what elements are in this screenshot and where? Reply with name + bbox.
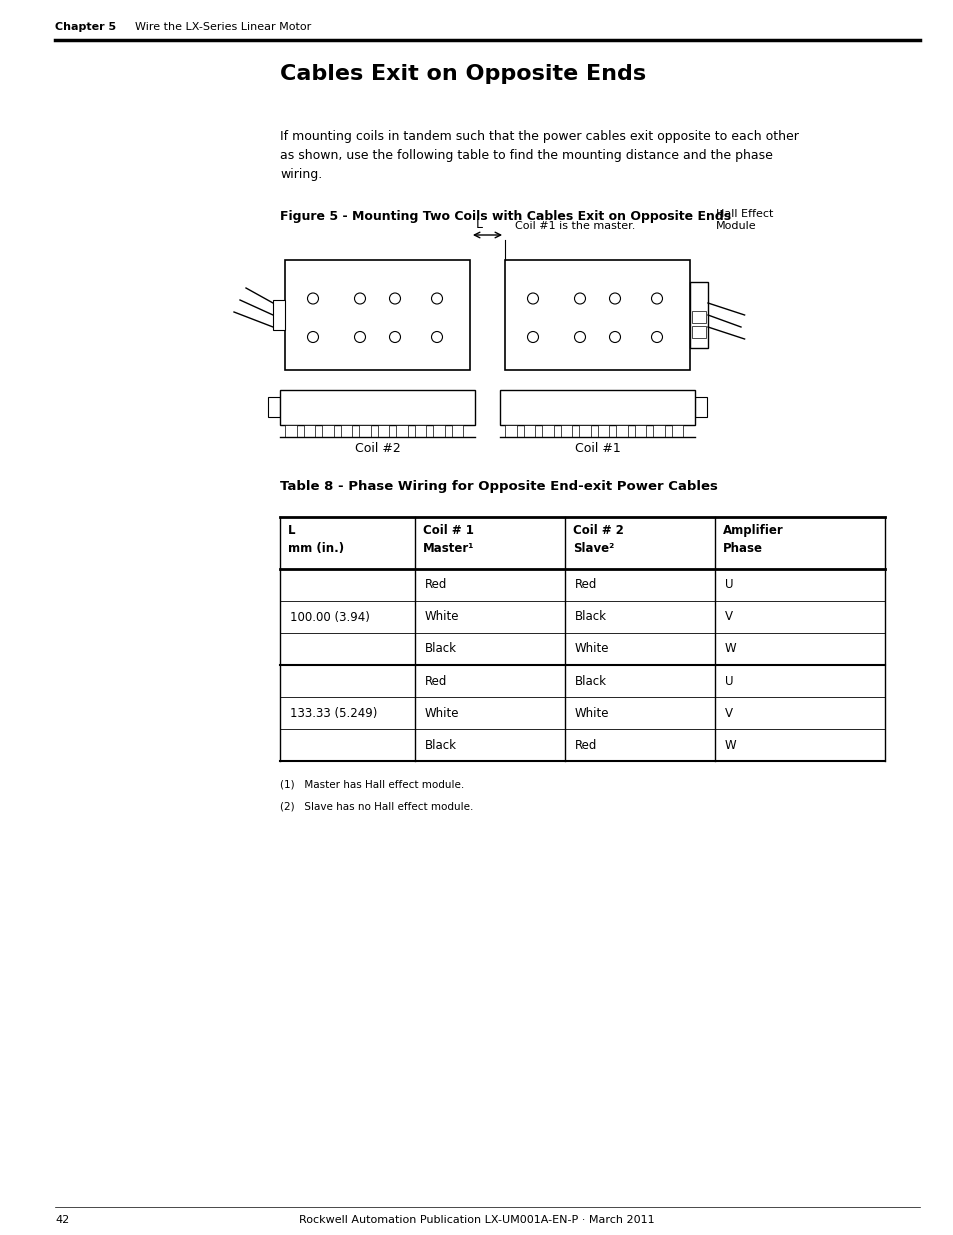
Bar xyxy=(560,425,572,437)
Bar xyxy=(285,261,470,370)
Text: Red: Red xyxy=(575,739,597,752)
Text: Amplifier
Phase: Amplifier Phase xyxy=(722,524,783,555)
Bar xyxy=(616,425,627,437)
Bar xyxy=(504,261,689,370)
Bar xyxy=(303,425,315,437)
Bar xyxy=(377,425,389,437)
Text: Red: Red xyxy=(424,674,447,688)
Text: Wire the LX-Series Linear Motor: Wire the LX-Series Linear Motor xyxy=(135,22,311,32)
Bar xyxy=(689,282,707,348)
Text: Chapter 5: Chapter 5 xyxy=(55,22,116,32)
Text: Cables Exit on Opposite Ends: Cables Exit on Opposite Ends xyxy=(280,64,645,84)
Text: L
mm (in.): L mm (in.) xyxy=(288,524,344,555)
Bar xyxy=(433,425,444,437)
Bar xyxy=(280,390,475,425)
Bar xyxy=(340,425,352,437)
Text: 100.00 (3.94): 100.00 (3.94) xyxy=(290,610,370,624)
Bar xyxy=(322,425,334,437)
Text: White: White xyxy=(575,642,609,656)
Text: Hall Effect
Module: Hall Effect Module xyxy=(716,210,773,231)
Text: Black: Black xyxy=(424,642,456,656)
Text: (1)   Master has Hall effect module.: (1) Master has Hall effect module. xyxy=(280,779,464,789)
Text: Coil #2: Coil #2 xyxy=(355,442,400,454)
Text: 133.33 (5.249): 133.33 (5.249) xyxy=(290,706,377,720)
Text: White: White xyxy=(424,610,459,624)
Text: Red: Red xyxy=(424,578,447,592)
Text: Black: Black xyxy=(424,739,456,752)
Bar xyxy=(597,425,609,437)
Text: Coil #1: Coil #1 xyxy=(574,442,619,454)
Text: Red: Red xyxy=(575,578,597,592)
Bar xyxy=(578,425,590,437)
Bar xyxy=(268,396,280,417)
Bar xyxy=(273,300,285,330)
Text: White: White xyxy=(424,706,459,720)
Text: White: White xyxy=(575,706,609,720)
Text: Rockwell Automation Publication LX-UM001A-EN-P · March 2011: Rockwell Automation Publication LX-UM001… xyxy=(299,1215,654,1225)
Bar xyxy=(541,425,554,437)
Text: Black: Black xyxy=(575,674,606,688)
Bar xyxy=(285,425,296,437)
Bar xyxy=(451,425,463,437)
Text: W: W xyxy=(724,739,736,752)
Bar xyxy=(652,425,664,437)
Text: V: V xyxy=(724,706,732,720)
Text: Coil # 1
Master¹: Coil # 1 Master¹ xyxy=(422,524,474,555)
Text: Black: Black xyxy=(575,610,606,624)
Text: Figure 5 - Mounting Two Coils with Cables Exit on Opposite Ends: Figure 5 - Mounting Two Coils with Cable… xyxy=(280,210,730,224)
Text: If mounting coils in tandem such that the power cables exit opposite to each oth: If mounting coils in tandem such that th… xyxy=(280,130,798,182)
Bar xyxy=(671,425,682,437)
Text: Coil #1 is the master.: Coil #1 is the master. xyxy=(515,221,635,231)
Bar xyxy=(695,396,706,417)
Text: Table 8 - Phase Wiring for Opposite End-exit Power Cables: Table 8 - Phase Wiring for Opposite End-… xyxy=(280,480,717,493)
Text: (2)   Slave has no Hall effect module.: (2) Slave has no Hall effect module. xyxy=(280,802,473,811)
Text: U: U xyxy=(724,578,733,592)
Text: V: V xyxy=(724,610,732,624)
Text: 42: 42 xyxy=(55,1215,70,1225)
Bar xyxy=(523,425,535,437)
Bar xyxy=(634,425,646,437)
Bar xyxy=(358,425,371,437)
Text: W: W xyxy=(724,642,736,656)
Text: L: L xyxy=(476,219,482,231)
Text: U: U xyxy=(724,674,733,688)
Bar xyxy=(691,326,705,338)
Bar xyxy=(504,425,517,437)
Bar xyxy=(395,425,408,437)
Bar xyxy=(414,425,426,437)
Bar xyxy=(691,311,705,322)
Text: Coil # 2
Slave²: Coil # 2 Slave² xyxy=(573,524,623,555)
Bar xyxy=(499,390,695,425)
